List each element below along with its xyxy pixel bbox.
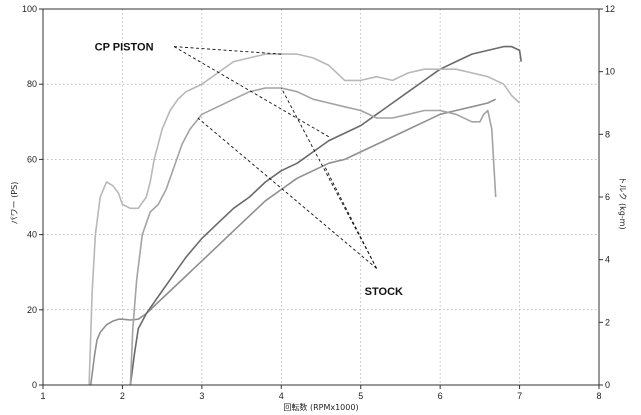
y-tick-label: 80 [27, 79, 37, 89]
plot-background [43, 9, 599, 385]
y-tick-label: 60 [27, 154, 37, 164]
series-line-3 [88, 53, 521, 386]
x-tick-label: 1 [40, 391, 45, 401]
x-axis-title: 回転数 (RPMx1000) [283, 402, 358, 412]
y2-tick-label: 4 [605, 255, 610, 265]
series-line-1 [89, 98, 497, 386]
series-group [88, 45, 522, 386]
y2-tick-label: 10 [605, 67, 615, 77]
y2-tick-label: 6 [605, 192, 610, 202]
y-tick-label: 20 [27, 305, 37, 315]
y-axis-right: 0 2 4 6 8 10 12 [599, 4, 615, 390]
x-tick-label: 6 [438, 391, 443, 401]
leader-line [173, 46, 330, 138]
x-axis: 1 2 3 4 5 6 7 8 [40, 385, 602, 401]
series-line-4 [129, 87, 497, 386]
y-tick-label: 0 [32, 380, 37, 390]
annotation-label: CP PISTON [95, 42, 154, 54]
y2-tick-label: 0 [605, 380, 610, 390]
grid [43, 9, 599, 385]
y-axis-left: 0 20 40 60 80 100 [22, 4, 43, 390]
leader-line [280, 87, 377, 269]
leader-line [174, 46, 282, 55]
y2-tick-label: 2 [605, 317, 610, 327]
y-tick-label: 40 [27, 230, 37, 240]
leader-lines [173, 46, 378, 269]
leader-line [324, 166, 378, 269]
annotation-label: STOCK [365, 286, 403, 298]
x-tick-label: 3 [199, 391, 204, 401]
x-tick-label: 5 [358, 391, 363, 401]
x-tick-label: 2 [120, 391, 125, 401]
x-tick-label: 4 [279, 391, 284, 401]
x-tick-label: 8 [596, 391, 601, 401]
y-tick-label: 100 [22, 4, 37, 14]
series-line-2 [129, 45, 522, 386]
annotations: CP PISTON STOCK [95, 42, 403, 298]
leader-line [197, 117, 377, 269]
y2-axis-title: トルク (kg-m) [618, 176, 627, 229]
y2-tick-label: 12 [605, 4, 615, 14]
x-tick-label: 7 [517, 391, 522, 401]
y-axis-title: パワー (PS) [10, 182, 19, 225]
y2-tick-label: 8 [605, 129, 610, 139]
